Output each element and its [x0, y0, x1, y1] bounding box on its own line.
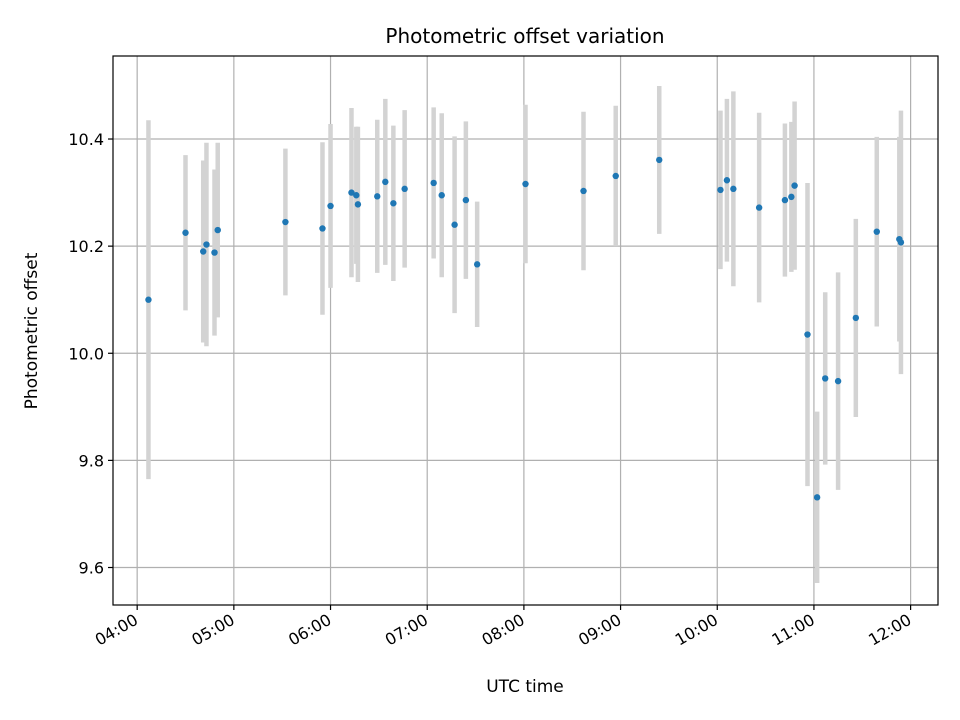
- data-point: [182, 229, 189, 236]
- y-axis-title: Photometric offset: [22, 252, 42, 409]
- y-tick-label: 10.0: [68, 344, 104, 363]
- data-point: [723, 177, 731, 184]
- data-point: [804, 331, 811, 338]
- data-point: [145, 296, 152, 303]
- data-point: [353, 192, 360, 199]
- data-point: [451, 221, 458, 228]
- data-point: [897, 239, 905, 246]
- data-point: [382, 178, 389, 186]
- chart-title: Photometric offset variation: [385, 24, 664, 48]
- data-point: [730, 185, 737, 193]
- plot-frame: [112, 55, 939, 606]
- data-point: [781, 196, 789, 204]
- data-point: [834, 377, 842, 385]
- data-point: [327, 202, 334, 210]
- data-point: [374, 193, 381, 200]
- data-point: [522, 180, 529, 188]
- data-point: [211, 249, 218, 256]
- x-axis-title: UTC time: [486, 677, 564, 697]
- data-point: [430, 179, 437, 187]
- data-point: [438, 192, 445, 199]
- data-point: [473, 261, 481, 268]
- data-point: [822, 375, 829, 382]
- data-point: [390, 200, 397, 207]
- data-point: [717, 186, 724, 194]
- data-point: [580, 187, 587, 195]
- data-point: [200, 248, 207, 255]
- data-point: [791, 182, 798, 189]
- data-point: [612, 172, 619, 180]
- data-point: [462, 196, 470, 204]
- data-point: [755, 204, 763, 211]
- y-tick-label: 9.6: [79, 559, 104, 578]
- data-point: [203, 241, 210, 248]
- data-point: [401, 185, 408, 193]
- data-point: [319, 225, 326, 232]
- data-point: [348, 189, 355, 196]
- data-point: [656, 156, 663, 164]
- data-point: [873, 228, 880, 235]
- data-point: [813, 494, 821, 501]
- data-point: [852, 314, 860, 322]
- y-tick-label: 10.2: [68, 237, 104, 256]
- y-tick-label: 9.8: [79, 451, 104, 470]
- data-points: [145, 156, 905, 501]
- data-point: [354, 201, 362, 208]
- data-point: [214, 226, 221, 234]
- y-tick-label: 10.4: [68, 130, 104, 149]
- data-point: [282, 218, 289, 226]
- data-point: [788, 193, 795, 201]
